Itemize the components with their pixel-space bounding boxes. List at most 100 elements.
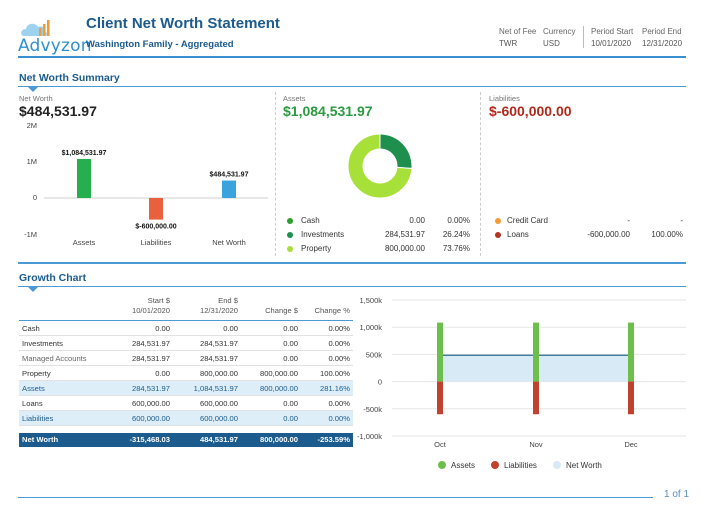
loans-dot-icon [495,232,501,238]
footer-rule [18,497,653,498]
table-row-subtotal: Assets 284,531.97 1,084,531.97 800,000.0… [19,380,353,396]
assets-donut-chart [347,133,413,199]
logo-chart-icon [21,20,50,36]
period-start-label: Period Start [591,27,634,36]
liabilities-legend-name: Credit Card [507,216,548,225]
liabilities-legend-row: Credit Card - - [495,215,685,229]
summary-ytick: 2M [27,121,37,130]
table-row: Managed Accounts 284,531.97 284,531.97 0… [19,350,353,366]
liabilities-value: $-600,000.00 [489,103,572,119]
growth-table: Start $10/01/2020 End $12/31/2020 Change… [19,296,353,447]
legend-liabilities-label: Liabilities [504,461,537,470]
growth-ytick: 1,000k [359,323,382,332]
table-row: Property 0.00 800,000.00 800,000.00 100.… [19,365,353,381]
assets-legend-name: Investments [301,230,345,239]
legend-assets-dot-icon [438,461,446,469]
liabilities-legend-value: -600,000.00 [587,230,630,239]
currency-label: Currency [543,27,576,36]
growth-xtick: Nov [529,440,543,449]
table-row: Cash 0.00 0.00 0.00 0.00% [19,320,353,336]
assets-legend-value: 284,531.97 [384,230,425,239]
summary-bar-label: $-600,000.00 [135,224,176,231]
summary-section-rule [18,86,686,87]
assets-legend-name: Cash [301,216,320,225]
summary-xtick: Net Worth [212,238,246,247]
summary-xtick: Assets [73,238,96,247]
table-row-total: Net Worth -315,468.03 484,531.97 800,000… [19,432,353,447]
liabilities-legend-pct: - [680,216,683,225]
credit-card-dot-icon [495,218,501,224]
liabilities-legend-row: Loans -600,000.00 100.00% [495,229,685,243]
summary-bar [222,180,236,198]
growth-assets-bar [533,322,539,382]
summary-section-title: Net Worth Summary [19,72,120,84]
summary-bar [149,198,163,220]
col-end-header: End $12/31/2020 [173,296,241,321]
table-row: Investments 284,531.97 284,531.97 0.00 0… [19,335,353,351]
property-dot-icon [287,246,293,252]
report-title: Client Net Worth Statement [86,15,280,32]
growth-liabilities-bar [437,381,443,415]
summary-ytick: -1M [24,230,37,239]
period-end-value: 12/31/2020 [642,39,683,48]
assets-legend-pct: 0.00% [447,216,470,225]
assets-legend-name: Property [301,244,332,253]
assets-legend-row: Property 800,000.00 73.76% [287,243,472,257]
legend-liabilities-dot-icon [491,461,499,469]
period-end-label: Period End [642,27,682,36]
table-row-subtotal: Liabilities 600,000.00 600,000.00 0.00 0… [19,410,353,426]
header-rule [18,56,686,58]
donut-slice [379,133,413,170]
assets-legend-value: 800,000.00 [384,244,425,253]
summary-section-tick [28,87,38,92]
net-of-fee-value: TWR [499,39,518,48]
legend-net-worth-label: Net Worth [566,461,602,470]
legend-net-worth-dot-icon [553,461,561,469]
liabilities-legend-value: - [627,216,630,225]
assets-legend: Cash 0.00 0.00% Investments 284,531.97 2… [287,215,472,257]
liabilities-label: Liabilities [489,94,520,103]
col-change-pct-header: Change % [301,296,353,321]
growth-table-header: Start $10/01/2020 End $12/31/2020 Change… [19,296,353,321]
period-start-value: 10/01/2020 [591,39,632,48]
page-number: 1 of 1 [664,489,690,500]
growth-xtick: Dec [624,440,638,449]
col-change-header: Change $ [241,296,301,321]
legend-assets-label: Assets [451,461,475,470]
header-divider [583,26,584,48]
summary-xtick: Liabilities [141,238,172,247]
table-row: Loans 600,000.00 600,000.00 0.00 0.00% [19,395,353,411]
table-spacer [19,425,353,433]
growth-bar-chart: 1,500k 1,000k 500k 0 -500k -1,000k Oct Nov De… [357,296,686,470]
logo [18,14,80,54]
assets-legend-pct: 26.24% [442,230,470,239]
logo-text: Advyzon [18,36,92,56]
growth-section-rule [18,286,686,287]
summary-divider [480,92,481,256]
assets-legend-row: Cash 0.00 0.00% [287,215,472,229]
assets-label: Assets [283,94,306,103]
assets-legend-value: 0.00 [409,216,425,225]
donut-slice [347,133,413,199]
liabilities-legend: Credit Card - - Loans -600,000.00 100.00… [495,215,685,243]
growth-ytick: 0 [378,378,382,387]
growth-liabilities-bar [533,381,539,415]
net-worth-value: $484,531.97 [19,103,97,119]
net-of-fee-label: Net of Fee [499,27,537,36]
liabilities-legend-name: Loans [507,230,529,239]
cash-dot-icon [287,218,293,224]
col-start-header: Start $10/01/2020 [111,296,173,321]
growth-ytick: -500k [363,405,382,414]
assets-legend-pct: 73.76% [442,244,470,253]
summary-bar-label: $484,531.97 [210,172,249,179]
growth-section-title: Growth Chart [19,272,87,284]
assets-value: $1,084,531.97 [283,103,373,119]
summary-ytick: 0 [33,193,37,202]
growth-ytick: -1,000k [357,432,382,441]
currency-value: USD [543,39,560,48]
summary-divider [275,92,276,256]
summary-bar [77,158,91,198]
liabilities-legend-pct: 100.00% [651,230,683,239]
growth-assets-bar [628,322,634,382]
summary-bottom-rule [18,262,686,264]
